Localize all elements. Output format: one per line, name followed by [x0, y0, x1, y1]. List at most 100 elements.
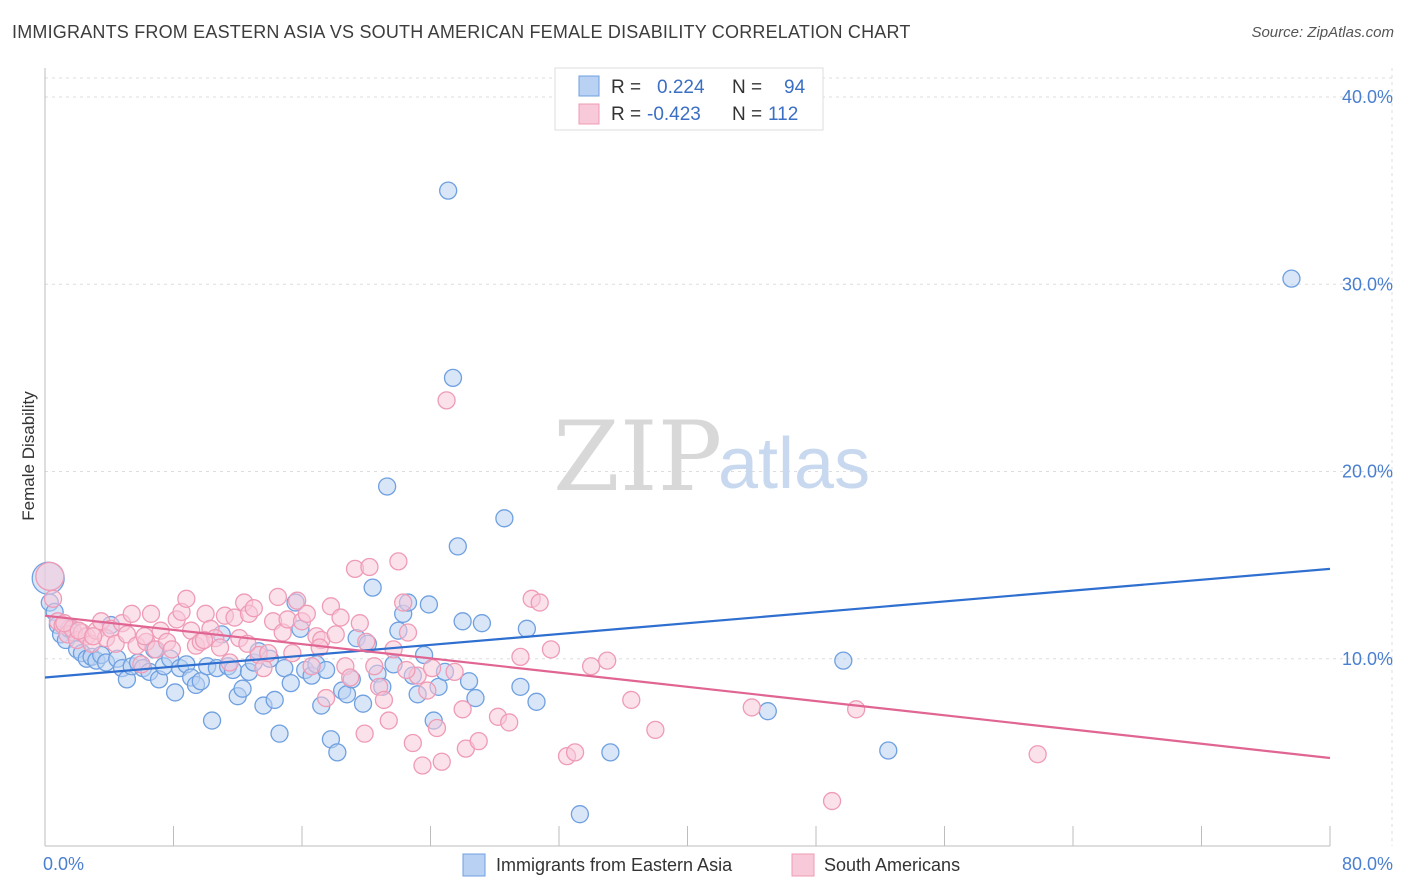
point-south-american: [268, 587, 288, 607]
bottom-legend-swatch-south-americans: [791, 853, 815, 877]
y-tick-label: 40.0%: [1342, 87, 1393, 107]
point-eastern-asia: [439, 181, 458, 200]
point-eastern-asia: [377, 477, 397, 496]
point-south-american: [162, 640, 182, 659]
point-eastern-asia: [517, 619, 537, 638]
y-axis-label: Female Disability: [19, 391, 38, 521]
legend-swatch-south-americans: [578, 103, 600, 125]
point-eastern-asia: [448, 537, 467, 556]
point-eastern-asia: [466, 688, 485, 708]
watermark-atlas: atlas: [718, 424, 870, 504]
trend-line-south-americans: [44, 614, 1331, 760]
point-south-american: [1028, 745, 1047, 764]
point-south-american: [210, 638, 230, 657]
point-south-american: [244, 599, 263, 618]
point-eastern-asia: [601, 743, 620, 762]
point-south-american: [530, 593, 549, 612]
point-south-american: [445, 662, 464, 682]
point-south-american: [355, 724, 374, 743]
x-axis-ticks: 0.0% 80.0%: [43, 826, 1393, 874]
point-south-american: [379, 711, 398, 730]
point-eastern-asia: [443, 368, 463, 388]
point-south-american: [822, 791, 842, 811]
point-south-american: [500, 713, 519, 732]
point-south-american: [84, 627, 103, 646]
point-south-american: [288, 591, 307, 610]
point-south-american: [413, 756, 432, 775]
bottom-legend-label-south-americans: South Americans: [824, 855, 960, 875]
point-eastern-asia: [834, 651, 853, 670]
point-eastern-asia: [363, 578, 382, 597]
point-eastern-asia: [233, 679, 252, 698]
point-eastern-asia: [281, 673, 300, 693]
point-south-american: [646, 720, 665, 740]
point-eastern-asia: [1282, 269, 1301, 288]
point-south-american: [847, 700, 866, 719]
trend-lines: [44, 567, 1331, 760]
legend-r-label-2: R =: [611, 104, 641, 125]
legend-r-value-2: -0.423: [647, 104, 701, 125]
point-south-american: [35, 561, 65, 592]
y-tick-label: 30.0%: [1342, 274, 1393, 294]
point-south-american: [360, 557, 379, 577]
point-south-american: [302, 657, 321, 676]
point-south-american: [453, 700, 472, 719]
point-south-american: [357, 632, 376, 652]
y-axis-ticks: 10.0% 20.0% 30.0% 40.0%: [1342, 87, 1393, 669]
point-south-american: [350, 614, 369, 633]
top-legend: R = 0.224 N = 94 R = -0.423 N = 112: [554, 67, 824, 131]
legend-n-value-2: 112: [768, 104, 798, 125]
point-south-american: [427, 718, 447, 738]
point-south-american: [283, 643, 302, 663]
point-eastern-asia: [879, 741, 898, 760]
point-south-american: [297, 604, 316, 623]
point-eastern-asia: [527, 692, 546, 711]
source-label: Source: ZipAtlas.com: [1251, 24, 1394, 41]
point-eastern-asia: [202, 711, 222, 730]
point-south-american: [432, 752, 451, 771]
bottom-legend: Immigrants from Eastern Asia South Ameri…: [462, 853, 960, 877]
y-tick-label: 20.0%: [1342, 462, 1393, 482]
point-eastern-asia: [453, 612, 472, 631]
point-south-american: [374, 690, 394, 710]
point-south-american: [598, 651, 617, 670]
point-eastern-asia: [270, 724, 289, 743]
point-south-american: [326, 625, 345, 644]
point-south-american: [742, 698, 761, 717]
point-south-american: [394, 593, 413, 612]
top-legend-box: [554, 67, 824, 131]
point-eastern-asia: [459, 672, 479, 691]
watermark-zip: ZIP: [553, 401, 722, 513]
point-south-american: [422, 658, 442, 678]
point-south-american: [122, 604, 141, 623]
point-south-american: [565, 743, 585, 762]
point-eastern-asia: [265, 690, 284, 710]
point-south-american: [365, 657, 384, 676]
point-eastern-asia: [328, 743, 347, 762]
point-south-american: [177, 589, 196, 608]
point-eastern-asia: [511, 677, 530, 696]
point-south-american: [341, 668, 360, 687]
point-south-american: [437, 391, 456, 410]
point-eastern-asia: [472, 614, 492, 633]
point-south-american: [541, 640, 561, 659]
legend-swatch-eastern-asia: [578, 75, 600, 97]
x-tick-label-end: 80.0%: [1342, 854, 1393, 874]
chart-title: IMMIGRANTS FROM EASTERN ASIA VS SOUTH AM…: [12, 22, 911, 42]
point-eastern-asia: [419, 595, 439, 614]
legend-r-value-1: 0.224: [657, 77, 705, 98]
trend-line-eastern-asia: [44, 567, 1331, 679]
point-south-american: [403, 733, 422, 753]
point-south-american: [331, 608, 350, 627]
point-south-american: [418, 681, 437, 700]
legend-r-label-1: R =: [611, 77, 641, 98]
bottom-legend-swatch-eastern-asia: [462, 853, 486, 877]
point-south-american: [316, 688, 336, 708]
y-tick-label: 10.0%: [1342, 649, 1393, 669]
bottom-legend-label-eastern-asia: Immigrants from Eastern Asia: [496, 855, 733, 875]
point-eastern-asia: [165, 683, 185, 702]
legend-n-value-1: 94: [784, 77, 806, 98]
point-south-american: [135, 627, 154, 646]
legend-n-label-1: N =: [732, 77, 762, 98]
